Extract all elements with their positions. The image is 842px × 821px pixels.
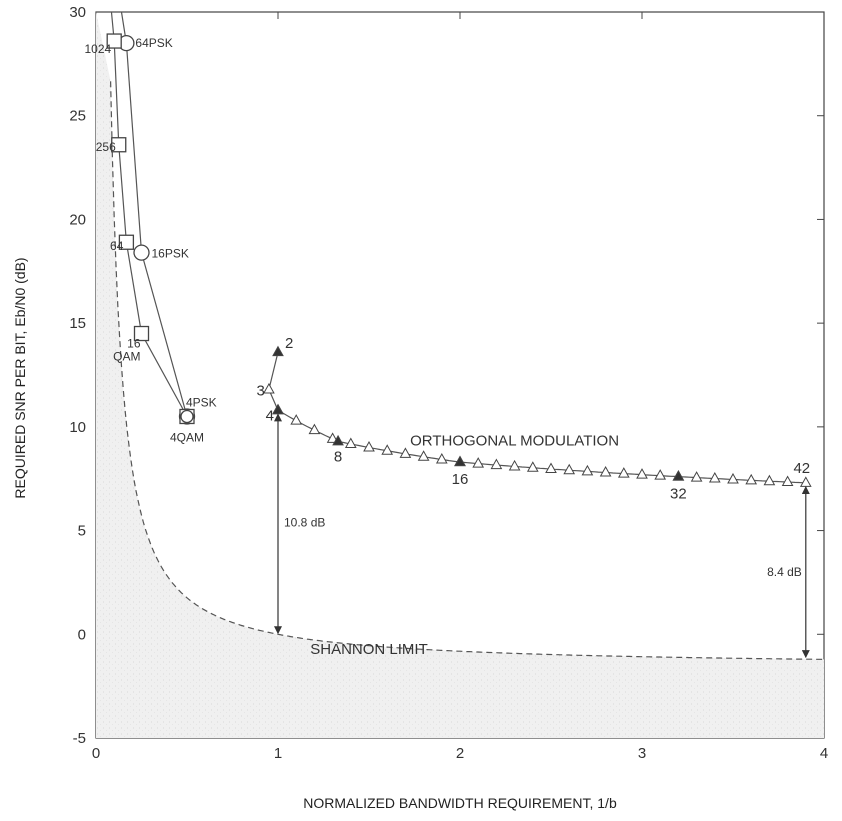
orthogonal-point <box>399 447 412 458</box>
psk-curve <box>120 11 188 417</box>
orthogonal-point <box>417 450 430 461</box>
orthogonal-point <box>326 432 339 443</box>
qam-point <box>106 33 122 49</box>
unattainable-region <box>96 12 824 738</box>
orthogonal-point <box>672 470 685 481</box>
x-tick-label: 0 <box>92 745 100 762</box>
orthogonal-point <box>563 463 576 475</box>
orthogonal-point <box>799 476 812 487</box>
orthogonal-point <box>490 458 503 470</box>
orthogonal-point <box>690 471 703 482</box>
orthogonal-point <box>545 462 557 474</box>
qam-label: 256 <box>96 140 116 154</box>
x-tick-label: 3 <box>638 745 646 762</box>
orthogonal-point <box>654 469 667 480</box>
orthogonal-point <box>435 452 448 464</box>
qam-label: 16 <box>127 337 141 351</box>
qam-label: 64 <box>110 239 124 253</box>
y-tick-label: 25 <box>69 108 86 125</box>
orthogonal-modulation-label: ORTHOGONAL MODULATION <box>410 433 619 450</box>
orthogonal-point <box>272 403 284 415</box>
psk-label: 64PSK <box>135 36 172 50</box>
y-tick-label: 5 <box>78 523 86 540</box>
y-tick-label: -5 <box>73 730 86 747</box>
psk-point <box>180 409 194 424</box>
orthogonal-point <box>526 461 539 472</box>
qam-annotation: QAM <box>113 350 140 364</box>
orthogonal-point <box>708 472 721 483</box>
orthogonal-point <box>636 468 648 479</box>
orthogonal-point <box>272 345 284 357</box>
orthogonal-point <box>617 467 630 478</box>
shannon-limit-curve <box>110 81 824 660</box>
orthogonal-point <box>508 459 521 471</box>
orthogonal-point <box>290 414 303 425</box>
y-tick-label: 30 <box>69 4 86 21</box>
gap-label-8-4: 8.4 dB <box>767 565 802 579</box>
orthogonal-m-label: 16 <box>452 471 469 488</box>
orthogonal-m-label: 32 <box>670 486 687 503</box>
orthogonal-point <box>381 444 394 455</box>
x-tick-label: 1 <box>274 745 282 762</box>
orthogonal-point <box>763 474 776 486</box>
x-axis-label: NORMALIZED BANDWIDTH REQUIREMENT, 1/b <box>303 795 617 811</box>
orthogonal-point <box>363 440 375 452</box>
orthogonal-point <box>472 457 485 468</box>
x-tick-label: 2 <box>456 745 464 762</box>
shannon-limit-label: SHANNON LIMIT <box>310 641 428 658</box>
orthogonal-m-label: 8 <box>334 448 342 465</box>
orthogonal-point <box>454 455 466 467</box>
psk-label: 16PSK <box>152 247 189 261</box>
orthogonal-point <box>727 472 739 484</box>
orthogonal-point <box>745 473 758 485</box>
orthogonal-m-label: 3 <box>257 383 265 400</box>
y-tick-label: 20 <box>69 211 86 228</box>
orthogonal-m-label: 2 <box>285 335 293 352</box>
y-tick-label: 0 <box>78 626 86 643</box>
orthogonal-modulation-curve <box>268 352 806 484</box>
orthogonal-point <box>308 423 321 435</box>
y-axis-label: REQUIRED SNR PER BIT, Eb/N0 (dB) <box>12 257 28 498</box>
y-tick-label: 10 <box>69 419 86 436</box>
orthogonal-point <box>344 437 357 448</box>
orthogonal-point <box>581 464 594 476</box>
qam-label: 1024 <box>84 42 111 56</box>
psk-point <box>133 244 150 261</box>
orthogonal-point <box>599 465 612 477</box>
qam-label: 4QAM <box>170 430 204 444</box>
x-tick-label: 4 <box>820 745 828 762</box>
psk-label: 4PSK <box>186 395 217 409</box>
orthogonal-m-label: 42 <box>793 460 810 477</box>
gap-label-10-8: 10.8 dB <box>284 515 325 529</box>
orthogonal-point <box>332 434 344 446</box>
y-tick-label: 15 <box>69 315 86 332</box>
qam-point <box>118 234 135 250</box>
orthogonal-point <box>781 475 794 487</box>
qam-point <box>133 325 150 342</box>
orthogonal-point <box>263 382 275 394</box>
orthogonal-m-label: 4 <box>266 407 274 424</box>
qam-point <box>111 137 127 153</box>
